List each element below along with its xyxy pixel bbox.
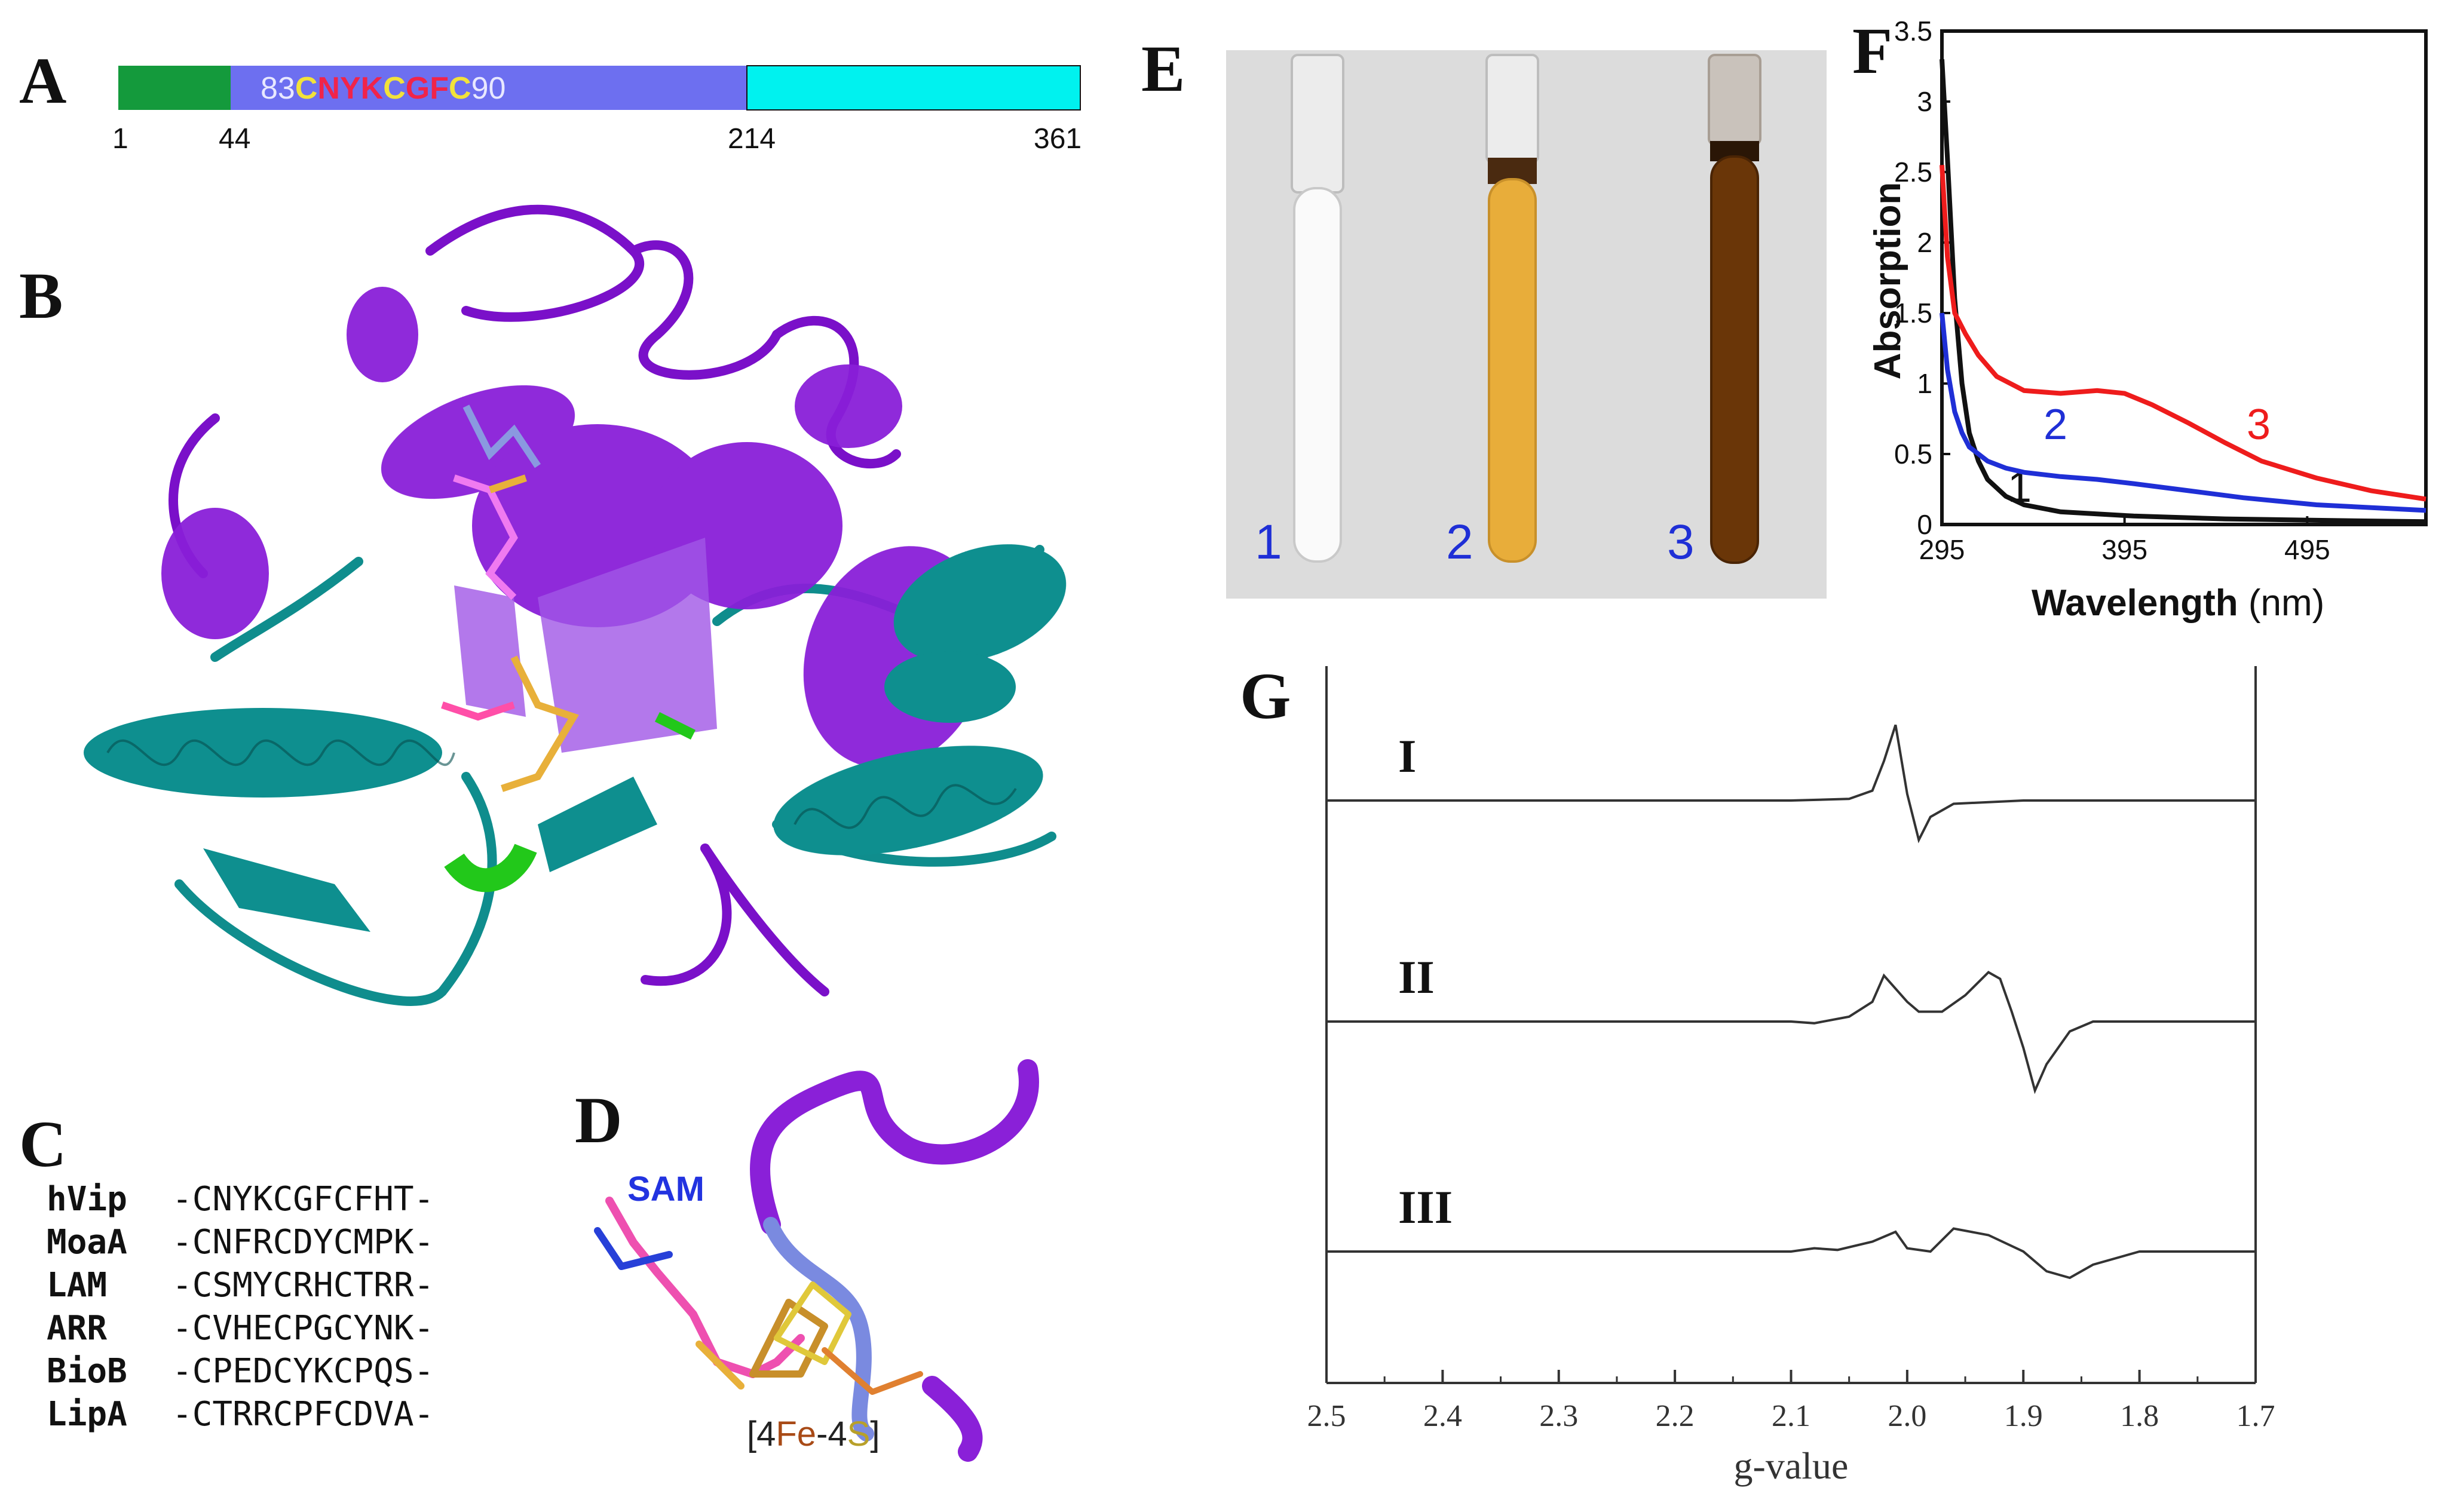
spectrum-I [1326,724,2256,844]
x-tick-label: 2.0 [1888,1399,1926,1433]
x-tick-label: 295 [1919,534,1965,565]
x-tick-label: 1.9 [2004,1399,2043,1433]
panel-label-f: F [1852,14,1893,87]
series-line-2 [1940,312,2427,513]
x-tick-label: 1.8 [2120,1399,2159,1433]
tick-label: 1 [112,123,128,155]
spectrum-label: III [1398,1181,1453,1233]
domain-radical-sam [231,66,747,110]
tube-label: 3 [1667,515,1695,569]
alignment-row: LipA -CTRRCPFCDVA- [47,1395,434,1434]
x-tick-label: 2.3 [1539,1399,1578,1433]
y-tick-label: 2 [1917,227,1932,258]
x-tick-label: 2.5 [1307,1399,1346,1433]
x-tick-label: 2.1 [1772,1399,1810,1433]
motif-label: 83CNYKCGFC90 [261,71,505,106]
tick-label: 44 [219,123,250,155]
alignment-row: hVip -CNYKCGFCFHT- [47,1180,434,1219]
domain-bar: 83CNYKCGFC90 1 44 214 361 [112,65,1081,155]
alignment-row: LAM -CSMYCRHCTRR- [47,1266,434,1305]
tube-label: 2 [1446,515,1473,569]
y-tick-label: 0.5 [1894,438,1932,470]
panel-label-c: C [19,1108,67,1180]
x-tick-label: 2.2 [1656,1399,1695,1433]
sam-label: SAM [627,1170,704,1209]
x-tick-label: 495 [2284,534,2330,565]
y-tick-label: 1 [1917,368,1932,399]
spectrum-label: I [1398,730,1416,782]
panel-label-g: G [1240,660,1291,732]
domain-cterm [746,65,1081,111]
panel-label-a: A [19,44,67,117]
y-tick-label: 1.5 [1894,298,1932,329]
spectrum-II [1326,971,2256,1094]
alignment-row: ARR -CVHECPGCYNK- [47,1309,434,1348]
series-label: 3 [2247,401,2271,449]
tick-label: 361 [1034,123,1081,155]
tick-label: 214 [728,123,776,155]
panel-label-d: D [575,1084,623,1157]
x-axis-label: Wavelength (nm) [2032,582,2324,624]
series-label: 2 [2043,401,2067,449]
y-tick-label: 0 [1917,509,1932,540]
spectrum-label: II [1398,951,1435,1003]
spectrum-III [1326,1227,2256,1280]
series-line-3 [1940,164,2427,502]
x-tick-label: 1.7 [2236,1399,2275,1433]
cluster-label: [4Fe-4S] [747,1415,880,1453]
x-tick-label: 395 [2101,534,2147,565]
series-label: 1 [2008,464,2032,511]
domain-nterm [118,66,231,110]
panel-label-b: B [19,259,63,332]
alignment-row: MoaA -CNFRCDYCMPK- [47,1223,434,1262]
y-axis-label: Absorption [1867,182,1908,380]
x-axis-label: g-value [1734,1444,1849,1487]
alignment-row: BioB -CPEDCYKCPQS- [47,1352,434,1391]
x-tick-label: 2.4 [1423,1399,1462,1433]
panel-label-e: E [1141,32,1185,105]
tube-label: 1 [1255,515,1282,569]
